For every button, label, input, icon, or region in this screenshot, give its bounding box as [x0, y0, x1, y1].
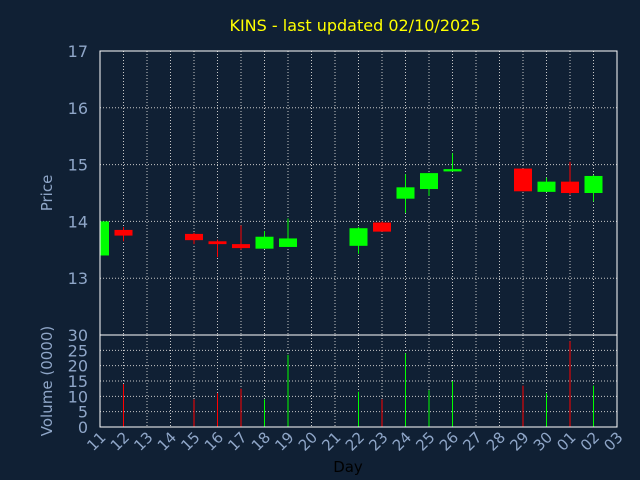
price-y-tick-label: 15	[68, 156, 88, 175]
candle-body	[114, 229, 133, 236]
volume-y-tick-label: 10	[68, 387, 88, 406]
x-axis-label: Day	[333, 458, 363, 476]
volume-y-tick-label: 25	[68, 341, 88, 360]
price-y-tick-label: 17	[68, 42, 88, 61]
candle-body	[255, 236, 274, 249]
volume-panel-frame	[99, 334, 618, 428]
price-y-tick-label: 16	[68, 99, 88, 118]
candle-body	[373, 222, 391, 232]
volume-y-tick-label: 5	[78, 403, 88, 422]
candle-body	[537, 181, 556, 192]
candle-body	[232, 244, 250, 249]
candle-body	[208, 241, 227, 245]
candle-body	[100, 221, 109, 256]
candles	[99, 153, 603, 258]
candle-body	[396, 187, 415, 199]
candle-body	[514, 168, 532, 192]
volume-y-tick-label: 0	[78, 418, 88, 437]
x-tick-labels: 1112131415161718192021222324252627282930…	[83, 428, 626, 454]
candle-body	[420, 173, 438, 190]
volume-axis-label: Volume (0000)	[38, 326, 56, 436]
volume-bars	[123, 341, 594, 427]
price-y-ticks: 13 14 15 16 17	[68, 42, 88, 288]
candle-body	[185, 233, 203, 241]
price-y-tick-label: 14	[68, 212, 88, 231]
volume-y-tick-label: 30	[68, 326, 88, 345]
price-axis-label: Price	[38, 175, 56, 212]
volume-y-tick-label: 15	[68, 372, 88, 391]
volume-y-tick-label: 20	[68, 357, 88, 376]
candle-body	[584, 175, 603, 193]
price-y-tick-label: 13	[68, 269, 88, 288]
candle-body	[561, 181, 579, 193]
candle-body	[279, 238, 297, 247]
candle-body	[443, 169, 462, 172]
chart-title: KINS - last updated 02/10/2025	[229, 16, 480, 35]
candle-body	[349, 228, 368, 246]
